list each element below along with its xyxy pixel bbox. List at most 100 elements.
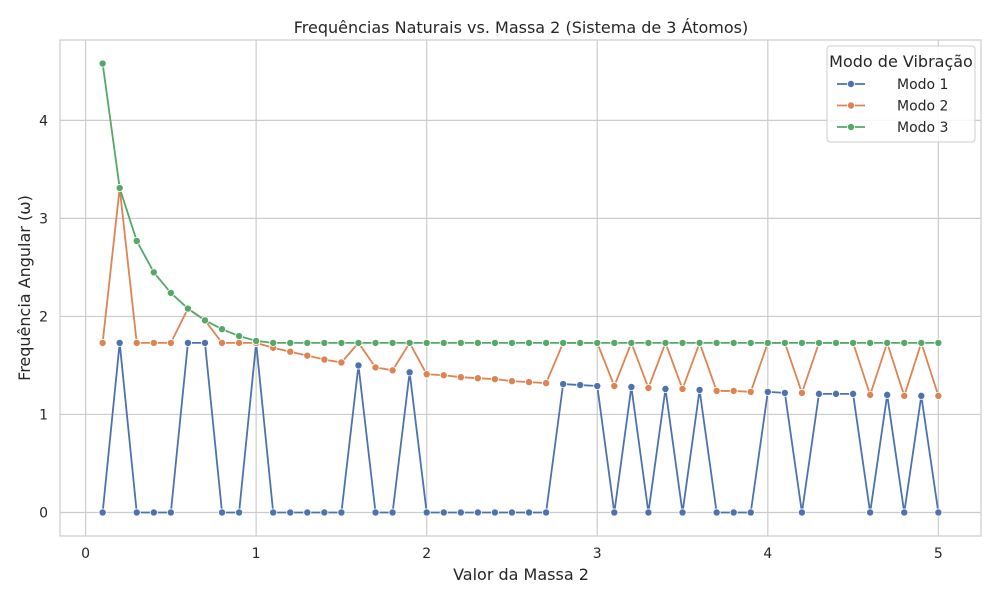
series-line: [101, 187, 940, 397]
x-tick-label: 3: [593, 546, 602, 562]
data-point: [286, 338, 295, 347]
data-point: [678, 508, 687, 517]
data-point: [814, 389, 823, 398]
data-point: [132, 338, 141, 347]
data-point: [320, 338, 329, 347]
data-point: [286, 508, 295, 517]
data-point: [712, 508, 721, 517]
legend-swatch-marker: [847, 80, 856, 89]
data-point: [456, 373, 465, 382]
data-point: [661, 384, 670, 393]
legend-swatch-marker: [847, 101, 856, 110]
data-point: [149, 338, 158, 347]
data-point: [678, 384, 687, 393]
data-point: [456, 338, 465, 347]
data-point: [746, 508, 755, 517]
y-axis-label: Frequência Angular (ω): [15, 195, 34, 381]
data-point: [218, 325, 227, 334]
data-point: [900, 338, 909, 347]
data-point: [183, 304, 192, 313]
data-point: [900, 391, 909, 400]
data-point: [200, 316, 209, 325]
data-point: [269, 338, 278, 347]
series-line: [101, 341, 940, 514]
data-point: [729, 338, 738, 347]
data-point: [235, 332, 244, 341]
data-point: [832, 389, 841, 398]
x-tick-label: 4: [763, 546, 772, 562]
data-point: [763, 387, 772, 396]
data-point: [286, 347, 295, 356]
data-point: [866, 390, 875, 399]
x-tick-labels: 0 1 2 3 4 5: [81, 546, 943, 562]
legend-item: Modo 3: [837, 120, 948, 136]
y-tick-label: 1: [39, 407, 48, 423]
data-point: [695, 338, 704, 347]
data-point: [507, 508, 516, 517]
data-point: [593, 338, 602, 347]
legend-label: Modo 1: [897, 77, 948, 93]
data-point: [337, 358, 346, 367]
legend-items: Modo 1 Modo 2 Modo 3: [837, 77, 948, 136]
data-point: [320, 355, 329, 364]
chart-title: Frequências Naturais vs. Massa 2 (Sistem…: [294, 18, 749, 37]
data-point: [542, 379, 551, 388]
data-point: [866, 338, 875, 347]
data-point: [388, 508, 397, 517]
data-point: [405, 368, 414, 377]
series-line: [101, 63, 939, 344]
y-tick-labels: 0 1 2 3 4: [39, 113, 48, 521]
data-point: [542, 338, 551, 347]
x-tick-label: 1: [252, 546, 261, 562]
data-point: [115, 184, 124, 193]
data-point: [422, 370, 431, 379]
series-layer: [98, 59, 943, 517]
data-point: [593, 382, 602, 391]
data-point: [917, 338, 926, 347]
x-tick-label: 2: [422, 546, 431, 562]
data-point: [559, 380, 568, 389]
data-point: [149, 268, 158, 277]
data-point: [610, 508, 619, 517]
y-tick-label: 2: [39, 309, 48, 325]
data-point: [354, 338, 363, 347]
data-point: [388, 366, 397, 375]
data-point: [371, 338, 380, 347]
x-tick-label: 5: [934, 546, 943, 562]
data-point: [303, 351, 312, 360]
series-3: [98, 59, 943, 347]
data-point: [900, 508, 909, 517]
data-point: [644, 338, 653, 347]
data-point: [337, 338, 346, 347]
data-point: [849, 338, 858, 347]
data-point: [405, 338, 414, 347]
data-point: [525, 508, 534, 517]
data-point: [729, 386, 738, 395]
plot-frame: [59, 39, 982, 537]
data-point: [166, 288, 175, 297]
data-point: [132, 236, 141, 245]
y-tick-label: 4: [39, 113, 48, 129]
series-2: [98, 184, 943, 400]
data-point: [439, 338, 448, 347]
data-point: [576, 381, 585, 390]
data-point: [542, 508, 551, 517]
legend-item: Modo 2: [837, 99, 948, 115]
legend-item: Modo 1: [837, 77, 948, 93]
data-point: [763, 338, 772, 347]
data-point: [729, 508, 738, 517]
data-point: [490, 508, 499, 517]
data-point: [797, 338, 806, 347]
data-point: [269, 508, 278, 517]
data-point: [166, 508, 175, 517]
data-point: [439, 371, 448, 380]
data-point: [473, 338, 482, 347]
data-point: [235, 338, 244, 347]
data-point: [303, 338, 312, 347]
legend-swatch-marker: [847, 123, 856, 132]
y-tick-label: 3: [39, 211, 48, 227]
data-point: [644, 508, 653, 517]
data-point: [235, 508, 244, 517]
data-point: [456, 508, 465, 517]
data-point: [337, 508, 346, 517]
